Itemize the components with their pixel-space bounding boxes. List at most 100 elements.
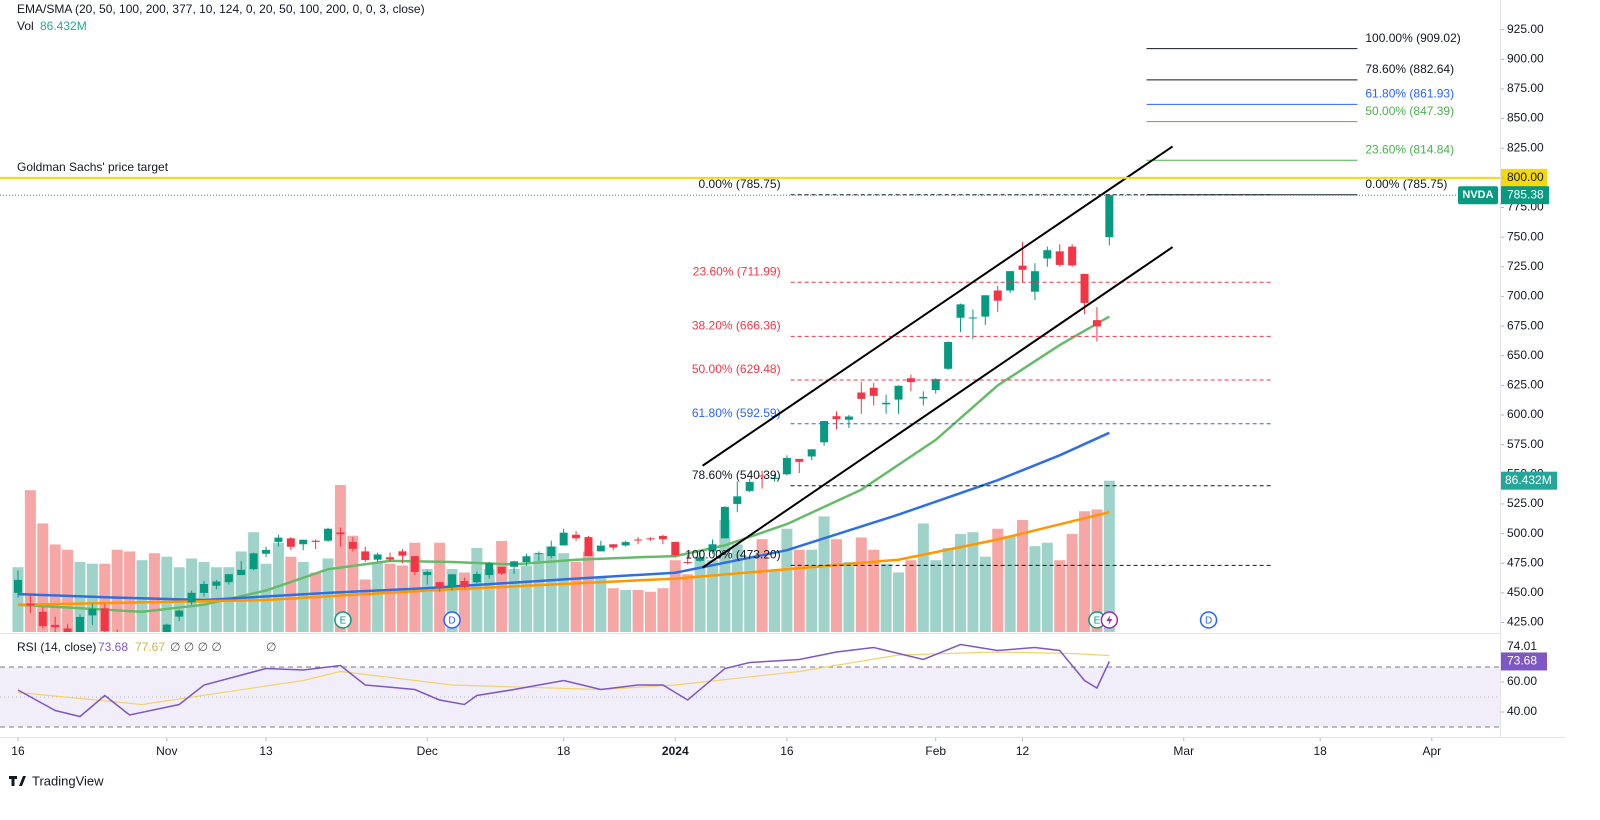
candle-body	[683, 562, 692, 564]
volume-bar	[756, 539, 768, 632]
volume-bar	[979, 556, 991, 632]
volume-bar	[545, 546, 557, 632]
rsi-legend: RSI (14, close)	[17, 640, 96, 654]
event-label: E	[340, 616, 347, 627]
candle-body	[621, 542, 630, 546]
candle-body	[609, 544, 618, 548]
y-tick-label: 500.00	[1507, 526, 1544, 540]
indicator-legend: EMA/SMA (20, 50, 100, 200, 377, 10, 124,…	[17, 2, 425, 16]
candle-body	[262, 549, 271, 554]
rsi-extra: ∅	[266, 640, 276, 654]
volume-bar	[1066, 533, 1078, 632]
candle-body	[435, 582, 444, 587]
volume-bar	[421, 568, 433, 632]
volume-bar	[24, 490, 36, 632]
candle-body	[658, 535, 667, 540]
candle-body	[981, 295, 990, 317]
volume-bar	[49, 544, 61, 632]
volume-bar	[620, 589, 632, 632]
y-tick-label: 475.00	[1507, 555, 1544, 569]
candle-body	[336, 532, 345, 535]
candle-body	[75, 616, 84, 632]
candle-body	[460, 581, 469, 587]
x-tick-label: Nov	[156, 744, 177, 758]
x-tick-label: 12	[1016, 744, 1030, 758]
volume-bar	[719, 519, 731, 632]
volume-bar	[1103, 480, 1115, 632]
rsi-ma-value: 77.67	[135, 640, 165, 654]
candle-body	[224, 574, 233, 583]
volume-bar	[533, 553, 545, 632]
volume-bar	[955, 533, 967, 632]
candle-body	[857, 392, 866, 399]
candle-body	[968, 317, 977, 319]
candle-body	[311, 540, 320, 542]
candle-body	[497, 566, 506, 574]
rsi-extras: ∅ ∅ ∅ ∅	[170, 640, 222, 654]
candle-body	[596, 545, 605, 552]
volume-bar	[483, 568, 495, 632]
volume-bar	[744, 556, 756, 632]
candle-body	[745, 482, 754, 491]
x-tick-label: Apr	[1422, 744, 1441, 758]
volume-bar	[111, 549, 123, 632]
candle-body	[708, 544, 717, 552]
y-tick-label: 750.00	[1507, 229, 1544, 243]
event-marker	[334, 611, 352, 629]
volume-bar	[793, 549, 805, 632]
volume-bar	[347, 535, 359, 632]
candle-body	[547, 546, 556, 557]
volume-bar	[632, 589, 644, 632]
volume-bar	[409, 542, 421, 632]
volume-bar	[248, 532, 260, 632]
y-tick-label: 525.00	[1507, 496, 1544, 510]
fib-label: 100.00% (473.20)	[685, 548, 780, 562]
x-tick-label: 18	[1313, 744, 1327, 758]
candle-body	[1068, 246, 1077, 266]
candle-body	[13, 579, 22, 593]
candle-body	[51, 624, 60, 628]
candle-body	[1092, 320, 1101, 327]
volume-bar	[607, 588, 619, 632]
last-price-symbol-badge	[1458, 186, 1498, 205]
candle-body	[348, 541, 357, 549]
rsi-line	[17, 643, 1110, 718]
y-tick-label: 700.00	[1507, 289, 1544, 303]
y-tick-label: 600.00	[1507, 407, 1544, 421]
volume-bar	[124, 551, 136, 632]
volume-bar	[161, 556, 173, 632]
volume-bar	[1029, 546, 1041, 632]
candle-body	[671, 541, 680, 556]
volume-bar	[768, 570, 780, 632]
candle-body	[894, 385, 903, 400]
candle-body	[88, 608, 97, 616]
moving-average	[17, 315, 1110, 614]
candle-body	[720, 506, 729, 539]
rsi-pane	[0, 643, 1500, 728]
candle-body	[175, 610, 184, 617]
candle-body	[373, 554, 382, 560]
volume-bar	[992, 528, 1004, 632]
volume-bar	[570, 561, 582, 632]
candle-body	[38, 611, 47, 627]
candle-body	[559, 532, 568, 546]
candle-body	[1006, 271, 1015, 291]
candle-body	[782, 457, 791, 475]
candle-body	[249, 553, 258, 570]
volume-legend-value: 86.432M	[40, 19, 87, 33]
candle-body	[919, 396, 928, 399]
x-tick-label: 2024	[662, 744, 689, 758]
candle-body	[882, 402, 891, 405]
volume-badge-label: 86.432M	[1505, 473, 1552, 487]
candle-body	[472, 573, 481, 583]
y-tick-label: 675.00	[1507, 318, 1544, 332]
candle-body	[212, 581, 221, 586]
event-marker	[443, 611, 461, 629]
volume-bar	[855, 537, 867, 632]
candle-body	[770, 477, 779, 480]
trendline	[702, 145, 1174, 467]
candle-body	[1018, 265, 1027, 270]
volume-bar	[917, 523, 929, 632]
rsi-ma-line	[17, 651, 1110, 706]
last-price-value: 785.38	[1507, 187, 1544, 201]
